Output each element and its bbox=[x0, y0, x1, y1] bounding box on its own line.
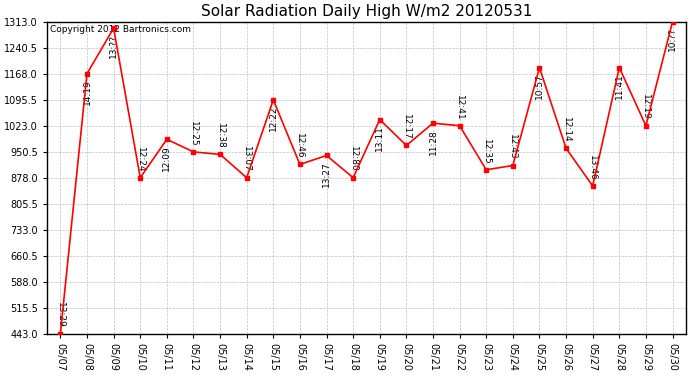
Text: 11:41: 11:41 bbox=[615, 73, 624, 99]
Text: 12:25: 12:25 bbox=[189, 121, 198, 146]
Title: Solar Radiation Daily High W/m2 20120531: Solar Radiation Daily High W/m2 20120531 bbox=[201, 4, 532, 19]
Text: 13:27: 13:27 bbox=[322, 161, 331, 187]
Text: 12:24: 12:24 bbox=[136, 147, 145, 172]
Text: 12:17: 12:17 bbox=[402, 114, 411, 140]
Text: 12:14: 12:14 bbox=[562, 117, 571, 143]
Text: 12:35: 12:35 bbox=[482, 138, 491, 164]
Text: 13:11: 13:11 bbox=[375, 125, 384, 151]
Text: 10:??: 10:?? bbox=[668, 27, 677, 51]
Text: 12:22: 12:22 bbox=[269, 105, 278, 131]
Text: 10:57: 10:57 bbox=[535, 73, 544, 99]
Text: Copyright 2012 Bartronics.com: Copyright 2012 Bartronics.com bbox=[50, 25, 191, 34]
Text: 12:41: 12:41 bbox=[455, 94, 464, 120]
Text: 13:??: 13:?? bbox=[109, 34, 118, 58]
Text: 12:09: 12:09 bbox=[162, 145, 171, 171]
Text: 14:19: 14:19 bbox=[83, 79, 92, 105]
Text: 11:28: 11:28 bbox=[428, 129, 437, 154]
Text: 13:07: 13:07 bbox=[242, 146, 251, 172]
Text: 13:46: 13:46 bbox=[588, 154, 597, 180]
Text: 12:43: 12:43 bbox=[509, 134, 518, 160]
Text: 12:19: 12:19 bbox=[642, 94, 651, 120]
Text: 13:29: 13:29 bbox=[56, 302, 65, 328]
Text: 12:46: 12:46 bbox=[295, 133, 304, 159]
Text: 12:38: 12:38 bbox=[215, 123, 224, 149]
Text: 12:80: 12:80 bbox=[348, 146, 357, 172]
